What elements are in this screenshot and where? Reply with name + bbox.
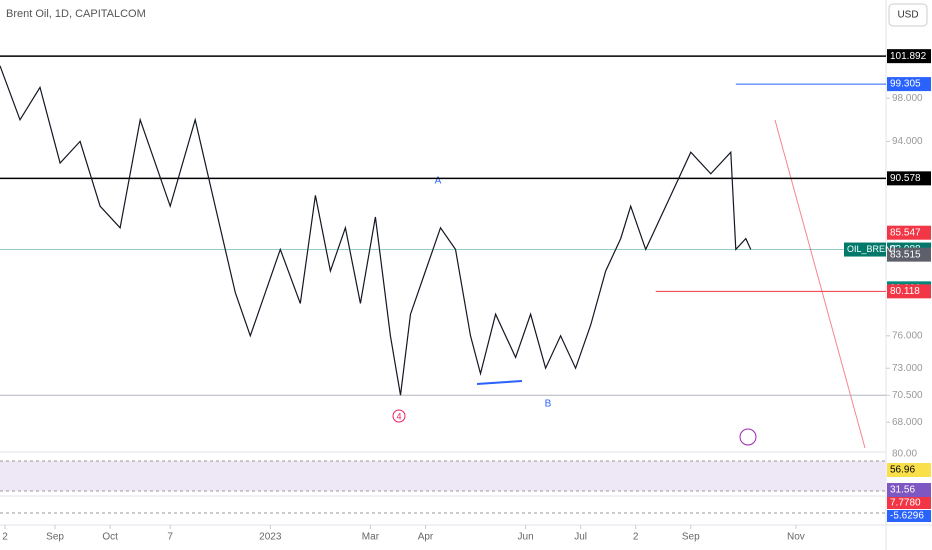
x-tick-label: Jun bbox=[518, 532, 534, 543]
price-label: 80.118 bbox=[890, 286, 920, 297]
x-tick-label: Mar bbox=[362, 532, 380, 543]
y-tick-label: 73.000 bbox=[892, 363, 923, 374]
price-label: 101.892 bbox=[890, 51, 927, 62]
rsi-label-box bbox=[887, 463, 931, 477]
macd-label: -5.6296 bbox=[890, 511, 924, 522]
x-tick-label: Apr bbox=[418, 532, 434, 543]
price-label: 85.547 bbox=[890, 227, 921, 238]
macd-label-box bbox=[887, 497, 931, 509]
y-tick-label: 68.000 bbox=[892, 417, 923, 428]
rsi-label: 31.56 bbox=[890, 485, 915, 496]
trend-line bbox=[476, 380, 523, 385]
symbol-box bbox=[844, 242, 886, 257]
price-label: 99.305 bbox=[890, 79, 921, 90]
y-tick-label: 98.000 bbox=[892, 93, 923, 104]
currency-button[interactable] bbox=[888, 3, 928, 27]
alert-icon[interactable] bbox=[739, 428, 757, 446]
x-tick-label: Sep bbox=[46, 532, 64, 543]
price-label-box bbox=[887, 225, 931, 240]
symbol-label: OIL_BRENT bbox=[847, 244, 898, 254]
x-tick-label: 2023 bbox=[259, 532, 282, 543]
wave-label: A bbox=[435, 176, 442, 187]
trend-line bbox=[774, 119, 866, 449]
x-tick-label: Oct bbox=[102, 532, 118, 543]
price-label-box bbox=[887, 171, 931, 186]
price-label-box bbox=[887, 77, 931, 92]
x-tick-label: Sep bbox=[682, 532, 700, 543]
price-label: 90.578 bbox=[890, 173, 921, 184]
y-tick-label: 76.000 bbox=[892, 330, 923, 341]
rsi-top: 80.00 bbox=[892, 449, 917, 460]
y-tick-label: 94.000 bbox=[892, 136, 923, 147]
price-line bbox=[0, 65, 752, 396]
x-tick-label: 2 bbox=[633, 532, 639, 543]
price-label: 83.515 bbox=[890, 249, 921, 260]
price-label-box bbox=[887, 247, 931, 262]
rsi-band bbox=[0, 461, 886, 491]
wave-label: B bbox=[545, 399, 552, 410]
price-label-box bbox=[887, 49, 931, 64]
x-tick-label: Nov bbox=[787, 532, 805, 543]
x-tick-label: 2 bbox=[2, 532, 8, 543]
wave-label: 4 bbox=[396, 411, 401, 421]
y-tick-label: 70.500 bbox=[892, 390, 923, 401]
currency[interactable]: USD bbox=[897, 10, 918, 21]
x-tick-label: Jul bbox=[574, 532, 587, 543]
rsi-label: 56.96 bbox=[890, 465, 915, 476]
chart-title: Brent Oil, 1D, CAPITALCOM bbox=[6, 8, 146, 20]
macd-label-box bbox=[887, 510, 931, 522]
price-label-box bbox=[887, 284, 931, 299]
x-tick-label: 7 bbox=[167, 532, 173, 543]
macd-label: 7.7780 bbox=[890, 498, 921, 509]
wave-circle bbox=[392, 409, 406, 423]
rsi-label-box bbox=[887, 483, 931, 497]
